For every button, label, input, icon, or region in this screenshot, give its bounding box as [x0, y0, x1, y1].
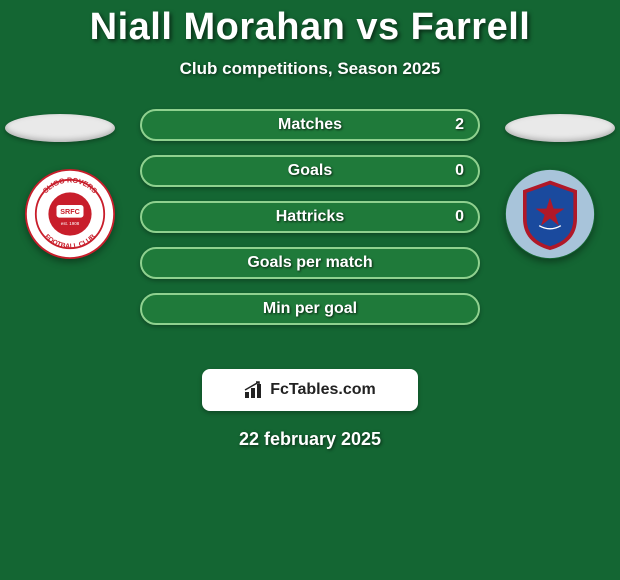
- stat-label: Goals per match: [247, 254, 372, 272]
- stat-bar-matches: Matches 2: [140, 109, 480, 141]
- stat-label: Matches: [278, 116, 342, 134]
- club-badge-right: [505, 169, 595, 259]
- svg-text:est. 1908: est. 1908: [61, 221, 80, 226]
- stat-label: Min per goal: [263, 300, 357, 318]
- stat-bar-hattricks: Hattricks 0: [140, 201, 480, 233]
- stat-value: 0: [455, 162, 464, 180]
- stat-value: 0: [455, 208, 464, 226]
- stat-label: Hattricks: [276, 208, 344, 226]
- brand-logo: FcTables.com: [244, 381, 376, 399]
- stat-label: Goals: [288, 162, 332, 180]
- stat-value: 2: [455, 116, 464, 134]
- player-head-right: [505, 114, 615, 142]
- stats-list: Matches 2 Goals 0 Hattricks 0 Goals per …: [140, 109, 480, 339]
- brand-box: FcTables.com: [202, 369, 418, 411]
- club-badge-left: SLIGO ROVERS FOOTBALL CLUB SRFC est. 190…: [25, 169, 115, 259]
- page-subtitle: Club competitions, Season 2025: [0, 59, 620, 79]
- stat-bar-mpg: Min per goal: [140, 293, 480, 325]
- page-title: Niall Morahan vs Farrell: [0, 0, 620, 49]
- footer-date: 22 february 2025: [0, 429, 620, 450]
- chart-icon: [244, 381, 266, 399]
- svg-text:SRFC: SRFC: [60, 207, 80, 216]
- comparison-area: SLIGO ROVERS FOOTBALL CLUB SRFC est. 190…: [0, 109, 620, 359]
- stat-bar-gpm: Goals per match: [140, 247, 480, 279]
- player-head-left: [5, 114, 115, 142]
- brand-text: FcTables.com: [270, 381, 376, 399]
- stat-bar-goals: Goals 0: [140, 155, 480, 187]
